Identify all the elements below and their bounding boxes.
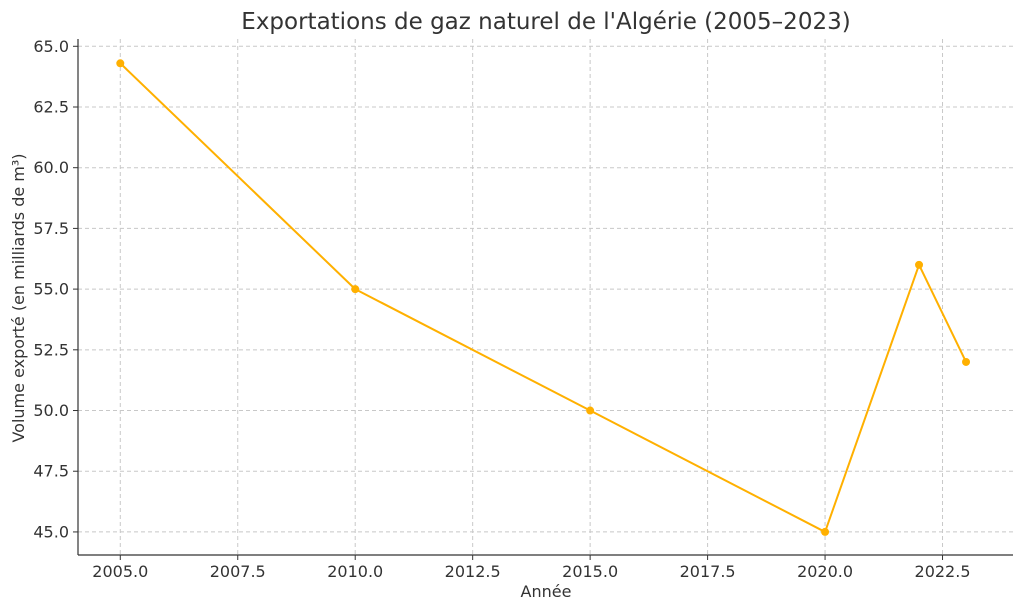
x-tick-label: 2017.5 bbox=[680, 562, 736, 581]
data-point[interactable] bbox=[821, 527, 830, 536]
y-tick-label: 47.5 bbox=[33, 462, 69, 481]
y-tick-label: 52.5 bbox=[33, 340, 69, 359]
series-layer bbox=[116, 59, 971, 536]
x-tick-label: 2010.0 bbox=[327, 562, 383, 581]
grid-layer bbox=[78, 39, 1013, 555]
series-line bbox=[119, 62, 967, 533]
data-point[interactable] bbox=[116, 59, 125, 68]
y-tick-label: 60.0 bbox=[33, 158, 69, 177]
axes-layer bbox=[77, 39, 1013, 556]
x-tick-label: 2022.5 bbox=[915, 562, 971, 581]
ticks-layer: 2005.0 2007.5 2010.0 2012.5 2015.0 2017.5 2020… bbox=[33, 37, 970, 581]
y-tick-label: 62.5 bbox=[33, 97, 69, 116]
y-tick-label: 45.0 bbox=[33, 522, 69, 541]
data-point[interactable] bbox=[962, 357, 971, 366]
x-tick-label: 2020.0 bbox=[797, 562, 853, 581]
data-point[interactable] bbox=[351, 285, 360, 294]
x-tick-label: 2007.5 bbox=[210, 562, 266, 581]
y-tick-label: 50.0 bbox=[33, 401, 69, 420]
y-tick-label: 65.0 bbox=[33, 37, 69, 56]
y-tick-label: 55.0 bbox=[33, 280, 69, 299]
x-tick-label: 2015.0 bbox=[562, 562, 618, 581]
chart-title: Exportations de gaz naturel de l'Algérie… bbox=[241, 9, 850, 35]
x-axis-label: Année bbox=[521, 582, 572, 601]
data-point[interactable] bbox=[586, 406, 595, 415]
y-axis-label: Volume exporté (en milliards de m³) bbox=[9, 153, 28, 442]
data-point[interactable] bbox=[915, 260, 924, 269]
y-tick-label: 57.5 bbox=[33, 219, 69, 238]
x-tick-label: 2005.0 bbox=[92, 562, 148, 581]
x-tick-label: 2012.5 bbox=[445, 562, 501, 581]
